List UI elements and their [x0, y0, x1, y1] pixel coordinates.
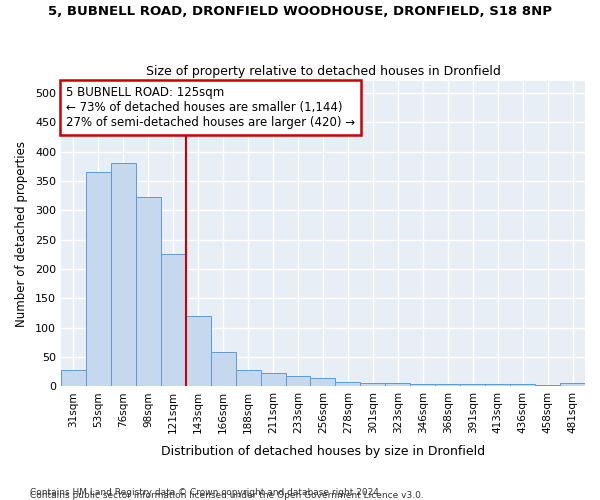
Title: Size of property relative to detached houses in Dronfield: Size of property relative to detached ho… — [146, 66, 500, 78]
X-axis label: Distribution of detached houses by size in Dronfield: Distribution of detached houses by size … — [161, 444, 485, 458]
Bar — [186, 316, 211, 386]
Bar — [310, 378, 335, 386]
Bar — [410, 384, 435, 386]
Bar — [460, 384, 485, 386]
Bar — [61, 370, 86, 386]
Bar — [560, 384, 585, 386]
Text: 5 BUBNELL ROAD: 125sqm
← 73% of detached houses are smaller (1,144)
27% of semi-: 5 BUBNELL ROAD: 125sqm ← 73% of detached… — [66, 86, 355, 128]
Bar — [361, 384, 385, 386]
Bar — [286, 376, 310, 386]
Bar — [211, 352, 236, 386]
Text: 5, BUBNELL ROAD, DRONFIELD WOODHOUSE, DRONFIELD, S18 8NP: 5, BUBNELL ROAD, DRONFIELD WOODHOUSE, DR… — [48, 5, 552, 18]
Bar — [86, 172, 111, 386]
Text: Contains public sector information licensed under the Open Government Licence v3: Contains public sector information licen… — [30, 491, 424, 500]
Bar — [236, 370, 260, 386]
Bar — [161, 254, 186, 386]
Bar — [485, 384, 510, 386]
Bar — [385, 384, 410, 386]
Y-axis label: Number of detached properties: Number of detached properties — [15, 140, 28, 326]
Bar — [510, 384, 535, 386]
Bar — [260, 374, 286, 386]
Text: Contains HM Land Registry data © Crown copyright and database right 2024.: Contains HM Land Registry data © Crown c… — [30, 488, 382, 497]
Bar — [136, 196, 161, 386]
Bar — [535, 385, 560, 386]
Bar — [111, 164, 136, 386]
Bar — [335, 382, 361, 386]
Bar — [435, 384, 460, 386]
